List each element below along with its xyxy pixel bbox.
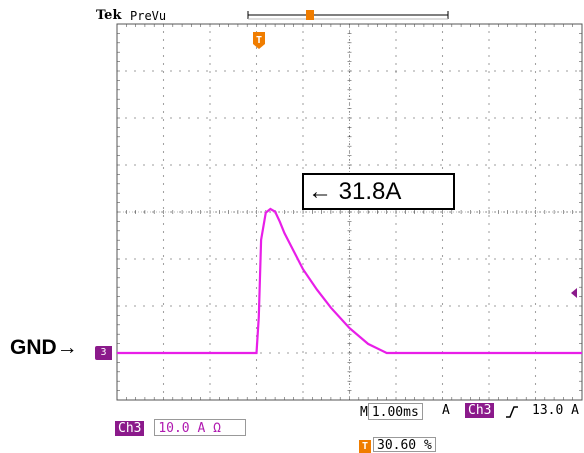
- acquisition-mode: PreVu: [130, 9, 167, 23]
- brand-logo: Tek: [96, 8, 122, 23]
- record-position-bar[interactable]: [247, 11, 449, 20]
- channel-3-ground-marker[interactable]: 3: [95, 346, 112, 360]
- trigger-readout[interactable]: Ch3: [465, 403, 495, 418]
- trigger-level-icon[interactable]: [571, 288, 577, 298]
- peak-current-label: ← 31.8A: [308, 177, 402, 205]
- timebase-prefix: M: [360, 405, 368, 420]
- trigger-mode: A: [442, 403, 450, 418]
- trigger-position-readout[interactable]: T 30.60 %: [359, 437, 436, 453]
- channel-badge: Ch3: [115, 421, 145, 436]
- trigger-position-value: 30.60 %: [373, 437, 436, 453]
- scope-status-bar: Tek PreVu: [0, 0, 584, 24]
- timebase-readout[interactable]: M 1.00ms: [360, 403, 423, 420]
- peak-current-callout: ← 31.8A: [302, 173, 455, 210]
- ground-label: GND→: [10, 336, 78, 359]
- trigger-time-marker[interactable]: T: [253, 32, 265, 49]
- trigger-channel: Ch3: [465, 403, 495, 418]
- timebase-value: 1.00ms: [367, 403, 423, 420]
- waveform-display: T: [116, 10, 583, 401]
- trigger-level: 13.0 A: [532, 403, 579, 418]
- channel-readout[interactable]: Ch3 10.0 A Ω: [115, 419, 247, 436]
- trigger-position-icon: T: [359, 440, 371, 453]
- rising-edge-icon: [506, 404, 518, 423]
- ch3-waveform-trace: [117, 207, 582, 355]
- channel-scale: 10.0 A Ω: [154, 419, 247, 436]
- trigger-position-marker-top: [306, 10, 314, 20]
- trigger-marker-label: T: [256, 35, 262, 46]
- graticule: [116, 23, 583, 401]
